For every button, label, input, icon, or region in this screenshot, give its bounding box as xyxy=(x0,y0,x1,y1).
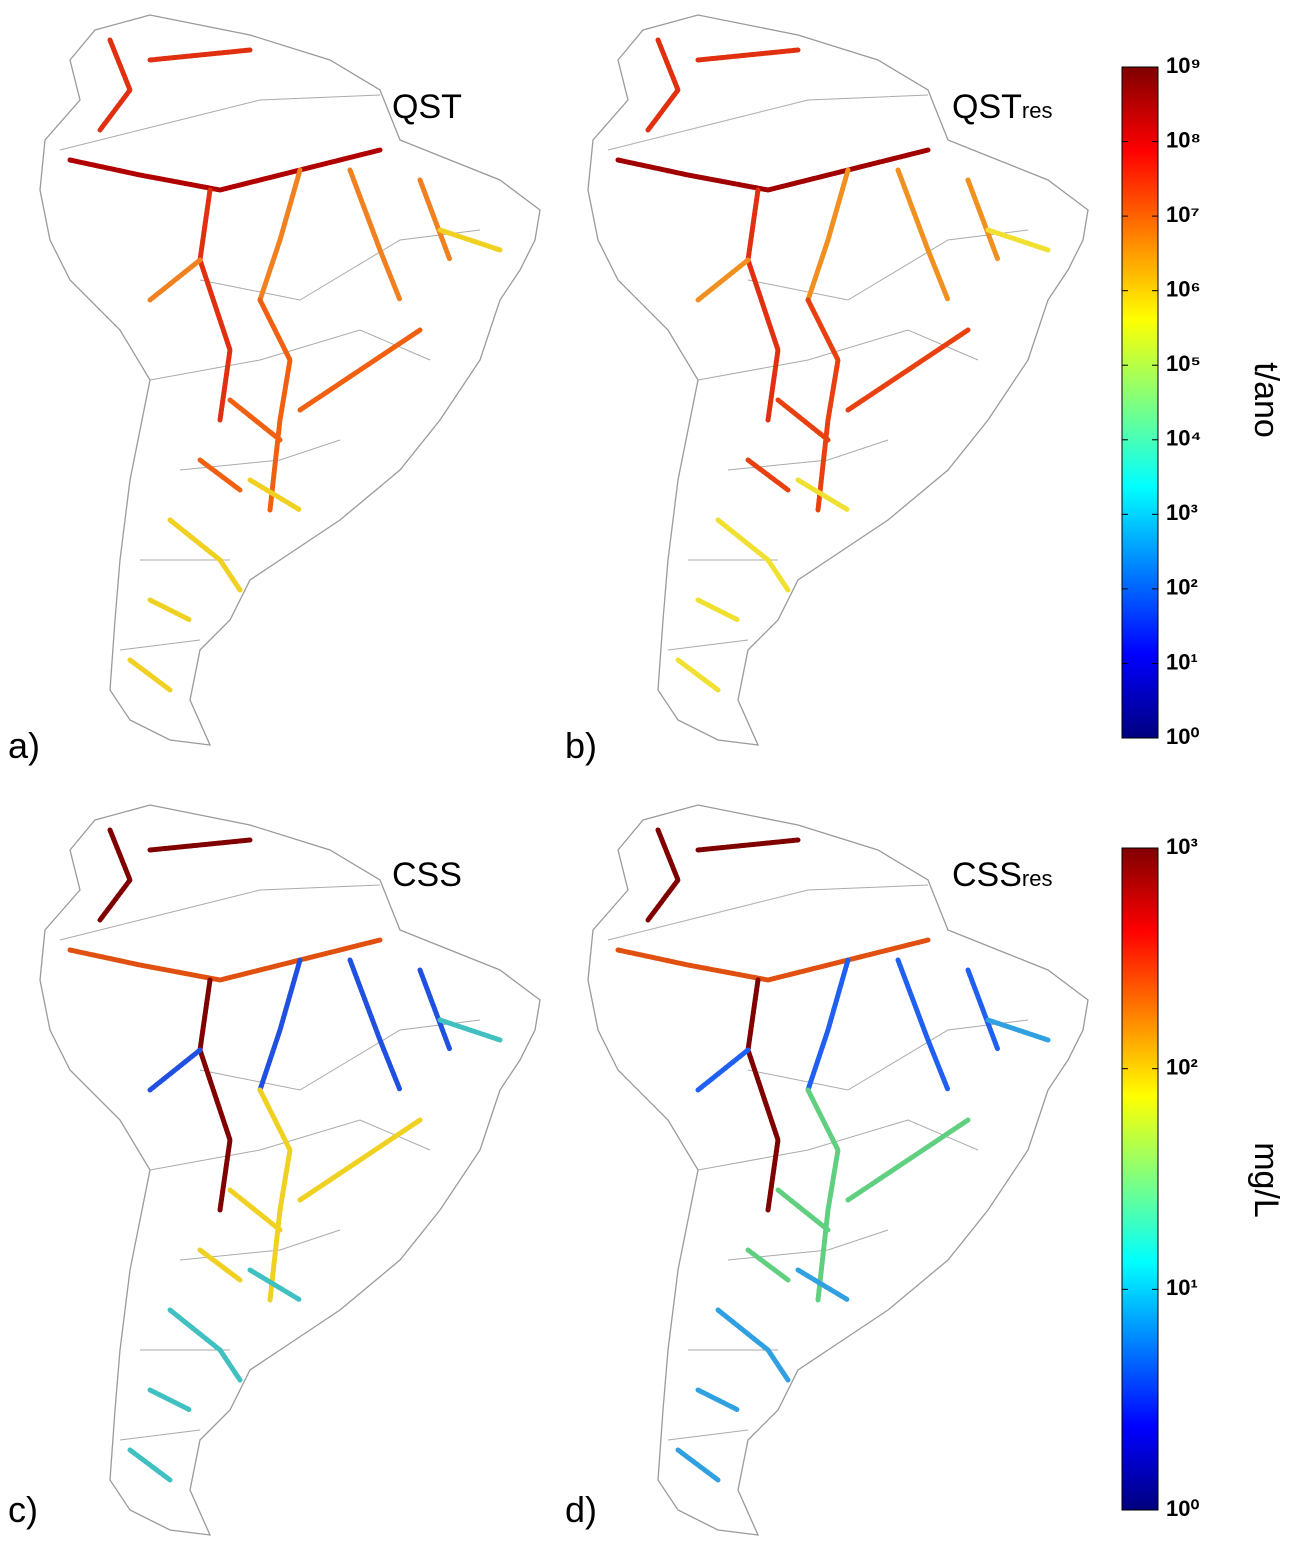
tick-label: 10³ xyxy=(1166,834,1198,859)
panel-label: a) xyxy=(8,725,40,766)
tick-label: 10⁵ xyxy=(1166,351,1201,376)
tick-label: 10⁶ xyxy=(1166,276,1201,301)
title-subscript: res xyxy=(1022,98,1053,123)
panel-label: d) xyxy=(565,1489,597,1530)
title-subscript: res xyxy=(1022,866,1053,891)
colorbar xyxy=(1121,847,1159,1511)
tick-label: 10⁴ xyxy=(1166,426,1201,451)
panel-title: QST xyxy=(392,88,462,126)
panel-label: c) xyxy=(8,1489,38,1530)
colorbar xyxy=(1121,66,1159,739)
tick-label: 10² xyxy=(1166,1054,1198,1079)
tick-label: 10¹ xyxy=(1166,1275,1198,1300)
panel-title: CSSres xyxy=(952,856,1052,894)
title-text: CSS xyxy=(392,856,462,894)
panel-title: QSTres xyxy=(952,88,1052,126)
tick-label: 10² xyxy=(1166,575,1198,600)
title-text: QST xyxy=(952,88,1022,126)
tick-label: 10⁹ xyxy=(1166,53,1201,78)
title-text: QST xyxy=(392,88,462,126)
panel-title: CSS xyxy=(392,856,462,894)
tick-label: 10³ xyxy=(1166,500,1198,525)
panel-label: b) xyxy=(565,725,597,766)
map xyxy=(40,805,540,1535)
map xyxy=(588,805,1088,1535)
tick-label: 10⁰ xyxy=(1166,1496,1199,1521)
tick-label: 10⁷ xyxy=(1166,202,1200,227)
colorbar-label: t/ano xyxy=(1247,362,1285,438)
map xyxy=(40,15,540,745)
tick-label: 10⁸ xyxy=(1166,127,1201,152)
title-text: CSS xyxy=(952,856,1022,894)
tick-label: 10¹ xyxy=(1166,649,1198,674)
tick-label: 10⁰ xyxy=(1166,724,1199,749)
colorbar-label: mg/L xyxy=(1247,1142,1285,1218)
